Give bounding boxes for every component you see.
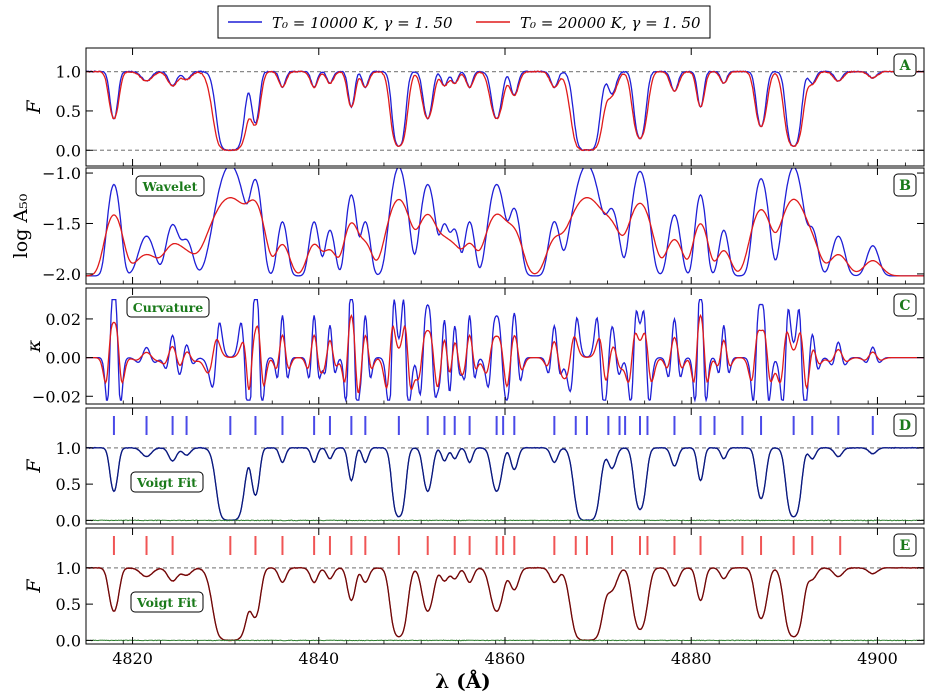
panel-C-ytick-label-1: 0.00 <box>45 349 81 368</box>
x-tick-label-0: 4820 <box>112 649 153 668</box>
panel-C-series-blue <box>86 298 924 403</box>
panel-A-letter-box <box>893 53 917 77</box>
panel-B-ytick-label-1: −1.5 <box>42 214 81 233</box>
panel-E-plot-area <box>86 536 924 642</box>
panel-C-plot-area <box>86 298 924 403</box>
panel-A-plot-area <box>86 70 924 152</box>
panel-B-annotation: Wavelet <box>142 179 198 194</box>
panel-E-ylabel: F <box>23 579 45 594</box>
panel-D-ytick-label-0: 0.0 <box>56 511 81 530</box>
panel-C-series-red <box>86 313 924 394</box>
panel-D-ytick-label-1: 0.5 <box>56 475 81 494</box>
panel-A-series-red <box>86 70 924 152</box>
panel-D-ylabel: F <box>23 459 45 474</box>
panel-B-series-red <box>86 196 924 277</box>
x-axis: 4820 4840 4860 4880 4900 <box>112 649 898 668</box>
x-tick-label-3: 4880 <box>671 649 712 668</box>
panel-B-letter-box <box>893 173 917 197</box>
panel-A-letter: A <box>899 58 912 74</box>
legend-box <box>217 5 711 39</box>
x-axis-label: λ (Å) <box>435 669 490 693</box>
panel-E-annotation: Voigt Fit <box>136 595 197 610</box>
legend-label-10000K: T₀ = 10000 K, γ = 1. 50 <box>272 14 453 32</box>
panel-E-series-fit <box>86 567 924 641</box>
panel-B-ytick-label-2: −1.0 <box>42 164 81 183</box>
x-tick-label-1: 4840 <box>298 649 339 668</box>
panel-C-ytick-label-2: 0.02 <box>45 310 81 329</box>
panel-B-ylabel: log A₅₀ <box>10 193 32 258</box>
panel-E-annotation-box <box>130 591 204 613</box>
panel-A-ytick-label-0: 0.0 <box>56 141 81 160</box>
panel-B: −2.0 −1.5 −1.0 log A₅₀ B Wavelet <box>10 164 925 285</box>
legend-label-20000K: T₀ = 20000 K, γ = 1. 50 <box>520 14 701 32</box>
panel-B-letter: B <box>899 178 911 194</box>
x-tick-label-4: 4900 <box>857 649 898 668</box>
panel-C-ytick-label-0: −0.02 <box>32 387 81 406</box>
panel-D-letter-box <box>893 413 917 437</box>
legend: T₀ = 10000 K, γ = 1. 50 T₀ = 20000 K, γ … <box>217 5 711 39</box>
panel-C: −0.02 0.00 0.02κ C Curvature <box>23 287 925 406</box>
panel-E-ytick-label-0: 0.0 <box>56 631 81 650</box>
panel-B-ytick-label-0: −2.0 <box>42 265 81 284</box>
panel-C-annotation-box <box>126 296 210 318</box>
panel-E-letter-box <box>893 533 917 557</box>
panel-A: 0.0 0.5 1.0 F A <box>23 47 925 167</box>
panel-E-letter: E <box>900 538 911 554</box>
panel-B-series-blue <box>86 168 924 277</box>
panel-B-annotation-box <box>135 175 205 197</box>
panel-C-annotation: Curvature <box>133 300 203 315</box>
panel-E-ytick-label-1: 0.5 <box>56 595 81 614</box>
panel-D: 0.0 0.5 1.0 F D Voigt Fit <box>23 407 925 530</box>
panel-C-letter: C <box>899 298 910 314</box>
panel-D-annotation-box <box>130 471 204 493</box>
x-tick-label-2: 4860 <box>485 649 526 668</box>
panel-E: 0.0 0.5 1.0 F E Voigt Fit <box>23 527 925 650</box>
panel-D-annotation: Voigt Fit <box>136 475 197 490</box>
panel-A-ytick-label-2: 1.0 <box>56 63 81 82</box>
panel-A-ytick-label-1: 0.5 <box>56 102 81 121</box>
panel-B-plot-area <box>86 168 924 277</box>
panel-D-series-fit <box>86 447 924 521</box>
panel-C-ylabel: κ <box>23 339 45 353</box>
panel-D-ytick-label-2: 1.0 <box>56 439 81 458</box>
panel-E-ytick-label-2: 1.0 <box>56 559 81 578</box>
panel-A-ylabel: F <box>23 100 45 115</box>
panel-D-plot-area <box>86 416 924 522</box>
panel-C-letter-box <box>893 293 917 317</box>
panel-D-letter: D <box>899 418 911 434</box>
